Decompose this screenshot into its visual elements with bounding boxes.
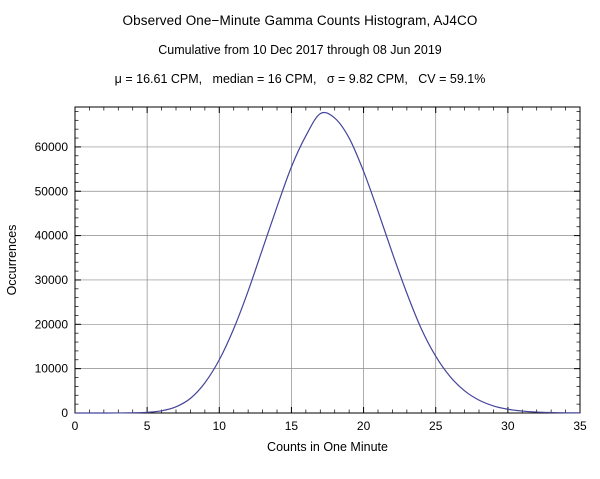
x-tick-label: 35 — [573, 419, 587, 433]
x-tick-label: 5 — [144, 419, 151, 433]
y-axis-label: Occurrences — [5, 225, 19, 296]
y-tick-label: 40000 — [35, 229, 69, 243]
y-tick-label: 20000 — [35, 317, 69, 331]
y-tick-label: 10000 — [35, 362, 69, 376]
x-tick-label: 15 — [285, 419, 299, 433]
x-tick-label: 30 — [501, 419, 515, 433]
x-tick-label: 10 — [213, 419, 227, 433]
y-tick-label: 60000 — [35, 140, 69, 154]
chart-title: Observed One−Minute Gamma Counts Histogr… — [122, 13, 478, 28]
y-tick-label: 50000 — [35, 184, 69, 198]
y-tick-label: 30000 — [35, 273, 69, 287]
x-axis-label: Counts in One Minute — [267, 440, 388, 454]
x-tick-label: 25 — [429, 419, 443, 433]
histogram-curve — [75, 111, 581, 414]
plot-frame — [74, 106, 581, 414]
gamma-counts-histogram-chart: 0 5 10 15 20 25 30 35 0 10000 20000 30000 40000 50000… — [5, 106, 587, 454]
x-tick-label: 20 — [357, 419, 371, 433]
x-tick-label: 0 — [72, 419, 79, 433]
chart-stats-line: μ = 16.61 CPM, median = 16 CPM, σ = 9.82… — [114, 72, 486, 86]
chart-header: Observed One−Minute Gamma Counts Histogr… — [0, 0, 600, 86]
y-tick-label: 0 — [61, 406, 68, 420]
chart-subtitle: Cumulative from 10 Dec 2017 through 08 J… — [158, 43, 442, 57]
